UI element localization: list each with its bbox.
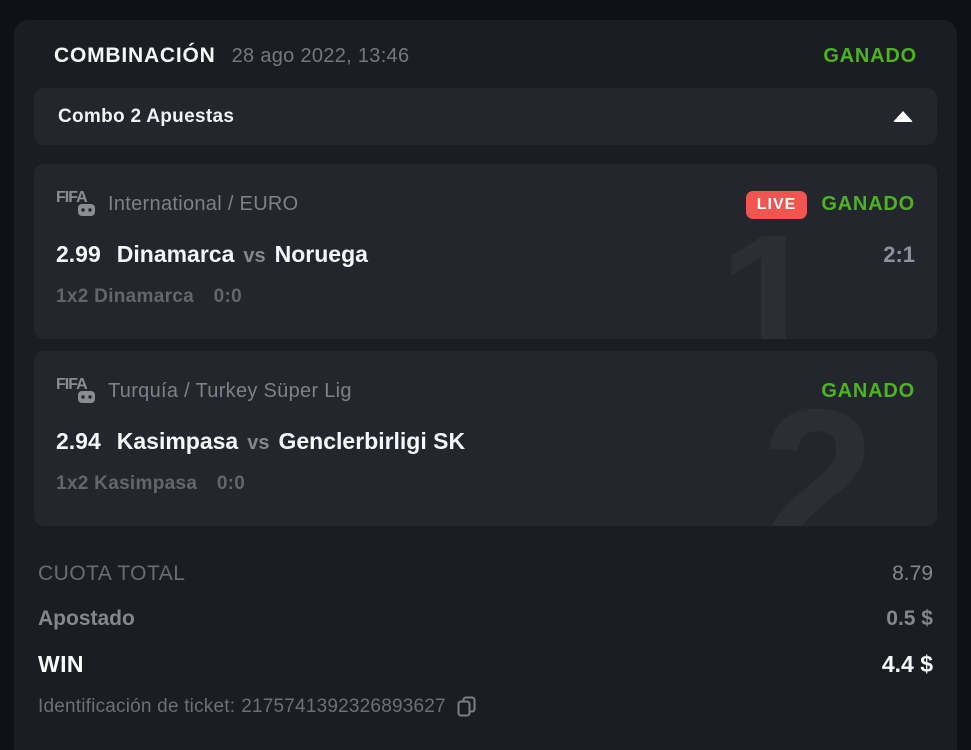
fifa-esports-icon: FIFA	[56, 186, 98, 225]
ticket-date: 28 ago 2022, 13:46	[231, 44, 410, 67]
ticket-type-title: COMBINACIÓN	[54, 44, 216, 67]
vs-label: vs	[247, 432, 270, 454]
bet-number-watermark: 2	[760, 367, 875, 526]
bet-card-2: 2 FIFA Turquía / Turkey Süper Lig GANADO…	[34, 351, 937, 526]
combo-toggle-bar[interactable]: Combo 2 Apuestas	[34, 88, 937, 145]
gamepad-icon	[78, 391, 95, 403]
bet-2-away-team: Genclerbirligi SK	[278, 428, 466, 454]
ticket-id-label: Identificación de ticket:	[38, 695, 236, 717]
total-odds-value: 8.79	[892, 562, 933, 585]
ticket-summary: CUOTA TOTAL 8.79 Apostado 0.5 $ WIN 4.4 …	[34, 538, 937, 718]
stake-row: Apostado 0.5 $	[38, 604, 933, 634]
fifa-icon-label: FIFA	[56, 189, 88, 206]
collapse-arrow-icon[interactable]	[893, 111, 913, 122]
bet-1-market-label: 1x2 Dinamarca	[56, 286, 195, 307]
win-label: WIN	[38, 651, 84, 677]
total-odds-label: CUOTA TOTAL	[38, 562, 186, 585]
bet-1-final-score: 2:1	[883, 242, 915, 267]
bet-2-home-team: Kasimpasa	[116, 428, 239, 454]
copy-icon[interactable]	[456, 695, 477, 718]
bet-1-market-score: 0:0	[213, 286, 243, 307]
ticket-header: COMBINACIÓN 28 ago 2022, 13:46 GANADO	[34, 20, 937, 88]
ticket-id-row: Identificación de ticket: 21757413923268…	[38, 695, 933, 718]
bet-1-header: FIFA International / EURO LIVE GANADO	[56, 184, 915, 225]
vs-label: vs	[243, 245, 266, 267]
bet-1-market: 1x2 Dinamarca 0:0	[56, 286, 915, 308]
bet-2-status-badge: GANADO	[821, 380, 915, 402]
win-row: WIN 4.4 $	[38, 649, 933, 679]
bet-2-odds: 2.94	[56, 428, 101, 454]
bet-2-market-label: 1x2 Kasimpasa	[56, 473, 198, 494]
bet-1-league: International / EURO	[108, 193, 299, 215]
win-value: 4.4 $	[881, 651, 933, 677]
stake-value: 0.5 $	[886, 607, 933, 630]
fifa-icon-label: FIFA	[56, 376, 88, 393]
bet-1-status-badge: GANADO	[821, 193, 915, 215]
total-odds-row: CUOTA TOTAL 8.79	[38, 559, 933, 589]
bet-1-odds: 2.99	[56, 241, 101, 267]
bet-2-header: FIFA Turquía / Turkey Süper Lig GANADO	[56, 371, 915, 412]
ticket-id-value: 2175741392326893627	[241, 695, 446, 717]
bet-ticket-card: COMBINACIÓN 28 ago 2022, 13:46 GANADO Co…	[14, 20, 957, 750]
bet-number-watermark: 1	[718, 198, 819, 340]
bet-2-market: 1x2 Kasimpasa 0:0	[56, 473, 915, 495]
bet-1-home-team: Dinamarca	[116, 241, 235, 267]
bet-card-1: 1 FIFA International / EURO LIVE GANADO	[34, 164, 937, 339]
gamepad-icon	[78, 204, 95, 216]
ticket-status-badge: GANADO	[823, 44, 917, 67]
bet-2-matchup: 2.94 Kasimpasa vs Genclerbirligi SK	[56, 428, 915, 455]
bet-1-matchup: 2.99 Dinamarca vs Noruega 2:1	[56, 241, 915, 268]
bet-2-league: Turquía / Turkey Süper Lig	[108, 380, 352, 402]
bet-1-away-team: Noruega	[274, 241, 368, 267]
combo-label: Combo 2 Apuestas	[58, 105, 235, 127]
fifa-esports-icon: FIFA	[56, 373, 98, 412]
bet-2-market-score: 0:0	[216, 473, 246, 494]
live-badge: LIVE	[745, 190, 808, 219]
stake-label: Apostado	[38, 607, 135, 630]
